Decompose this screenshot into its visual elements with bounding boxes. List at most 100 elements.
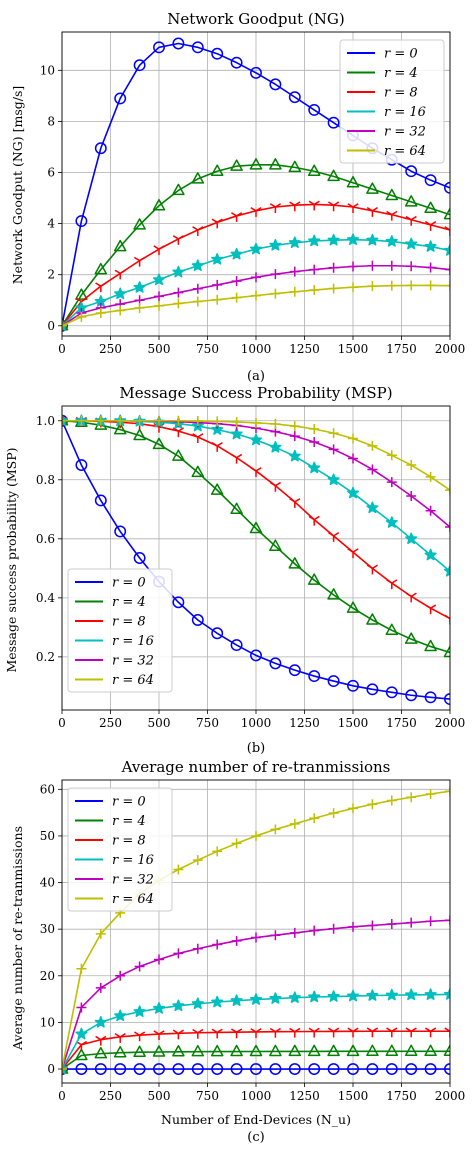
series-r-32 <box>62 915 450 1075</box>
data-point <box>424 639 437 652</box>
x-tick-label: 1000 <box>241 342 272 356</box>
series-r-8 <box>62 200 450 332</box>
legend-entry: r = 8 <box>75 834 146 849</box>
legend-label: r = 8 <box>112 834 146 849</box>
x-tick-label: 500 <box>148 1089 171 1103</box>
data-point <box>114 1063 127 1075</box>
data-point <box>231 416 242 427</box>
data-point <box>346 175 360 188</box>
data-point <box>328 428 339 439</box>
data-point <box>153 1063 165 1075</box>
data-point <box>270 269 281 280</box>
data-point <box>406 917 417 928</box>
data-point <box>269 481 281 492</box>
data-point <box>114 287 127 300</box>
data-point <box>231 212 243 222</box>
data-point <box>62 1064 67 1075</box>
data-point <box>308 515 320 526</box>
data-point <box>425 788 436 799</box>
data-point <box>251 417 261 428</box>
data-point <box>115 415 126 426</box>
panel-message-success-probability: Message Success Probability (MSP) Messag… <box>4 384 465 756</box>
x-tick-label: 0 <box>58 1089 66 1103</box>
data-point <box>289 266 300 277</box>
data-point <box>348 261 358 272</box>
data-point <box>405 1027 417 1038</box>
data-point <box>424 201 437 214</box>
data-point <box>366 1027 378 1038</box>
legend-label: r = 4 <box>112 595 146 610</box>
x-tick-label: 2000 <box>435 716 466 730</box>
plot-frame <box>61 779 451 1084</box>
legend-entry: r = 32 <box>347 125 426 140</box>
data-point <box>425 505 436 516</box>
series-r-0 <box>62 414 450 706</box>
x-axis-label: Number of End-Devices (N_u) <box>161 1112 351 1127</box>
data-point <box>250 66 262 79</box>
data-point <box>154 300 164 311</box>
data-point <box>328 1027 340 1038</box>
data-point <box>153 1030 165 1041</box>
legend-entry: r = 8 <box>75 615 146 630</box>
data-point <box>445 522 450 533</box>
data-point <box>76 963 87 974</box>
data-point <box>75 1063 88 1075</box>
data-point <box>406 491 417 502</box>
legend-label: r = 64 <box>384 144 426 159</box>
data-point <box>404 195 418 207</box>
data-point <box>250 649 262 662</box>
data-point <box>327 116 340 129</box>
data-point <box>366 182 379 194</box>
data-point <box>172 449 185 461</box>
series-r-16 <box>62 233 450 332</box>
series-r-0 <box>62 1063 450 1075</box>
data-point <box>211 442 223 452</box>
y-tick-label: 6 <box>47 166 55 180</box>
data-point <box>405 237 418 250</box>
legend-box <box>67 568 173 693</box>
data-point <box>270 419 281 430</box>
data-point <box>346 601 360 613</box>
data-point <box>347 548 359 559</box>
data-point <box>249 521 263 534</box>
data-point <box>405 215 417 226</box>
y-axis-label: Network Goodput (NG) [msg/s] <box>10 86 25 285</box>
y-tick-label: 2 <box>47 268 55 282</box>
legend: r = 0 r = 4 r = 8 r = 16 r = 32 r = 64 <box>67 787 173 912</box>
data-point <box>288 91 301 104</box>
data-point <box>76 415 87 426</box>
data-point <box>424 1044 437 1057</box>
y-tick-label: 10 <box>40 63 55 77</box>
data-point <box>327 675 340 688</box>
data-point <box>445 280 450 291</box>
legend-label: r = 4 <box>384 66 418 81</box>
legend-entry: r = 4 <box>75 814 146 829</box>
data-point <box>191 41 204 54</box>
data-point <box>445 915 450 926</box>
data-point <box>95 1035 107 1046</box>
data-point <box>289 927 300 938</box>
data-point <box>289 431 300 442</box>
data-point <box>425 1027 437 1038</box>
data-point <box>249 1044 263 1057</box>
data-point <box>152 1002 166 1014</box>
data-point <box>347 1027 359 1038</box>
x-tick-label: 2000 <box>435 342 466 356</box>
legend-label: r = 4 <box>112 814 146 829</box>
data-point <box>385 988 398 1001</box>
legend-entry: r = 16 <box>75 634 154 649</box>
data-point <box>425 221 437 231</box>
data-point <box>191 1044 205 1057</box>
data-point <box>405 689 418 702</box>
data-point <box>173 415 184 426</box>
data-point <box>191 172 205 184</box>
data-point <box>328 201 340 212</box>
data-point <box>231 276 242 287</box>
data-point <box>192 283 203 294</box>
x-tick-label: 750 <box>196 342 219 356</box>
y-tick-label: 10 <box>40 1015 55 1029</box>
data-point <box>327 473 340 486</box>
x-tick-label: 1750 <box>386 342 417 356</box>
data-point <box>386 280 397 291</box>
panel-caption: (a) <box>247 369 265 384</box>
